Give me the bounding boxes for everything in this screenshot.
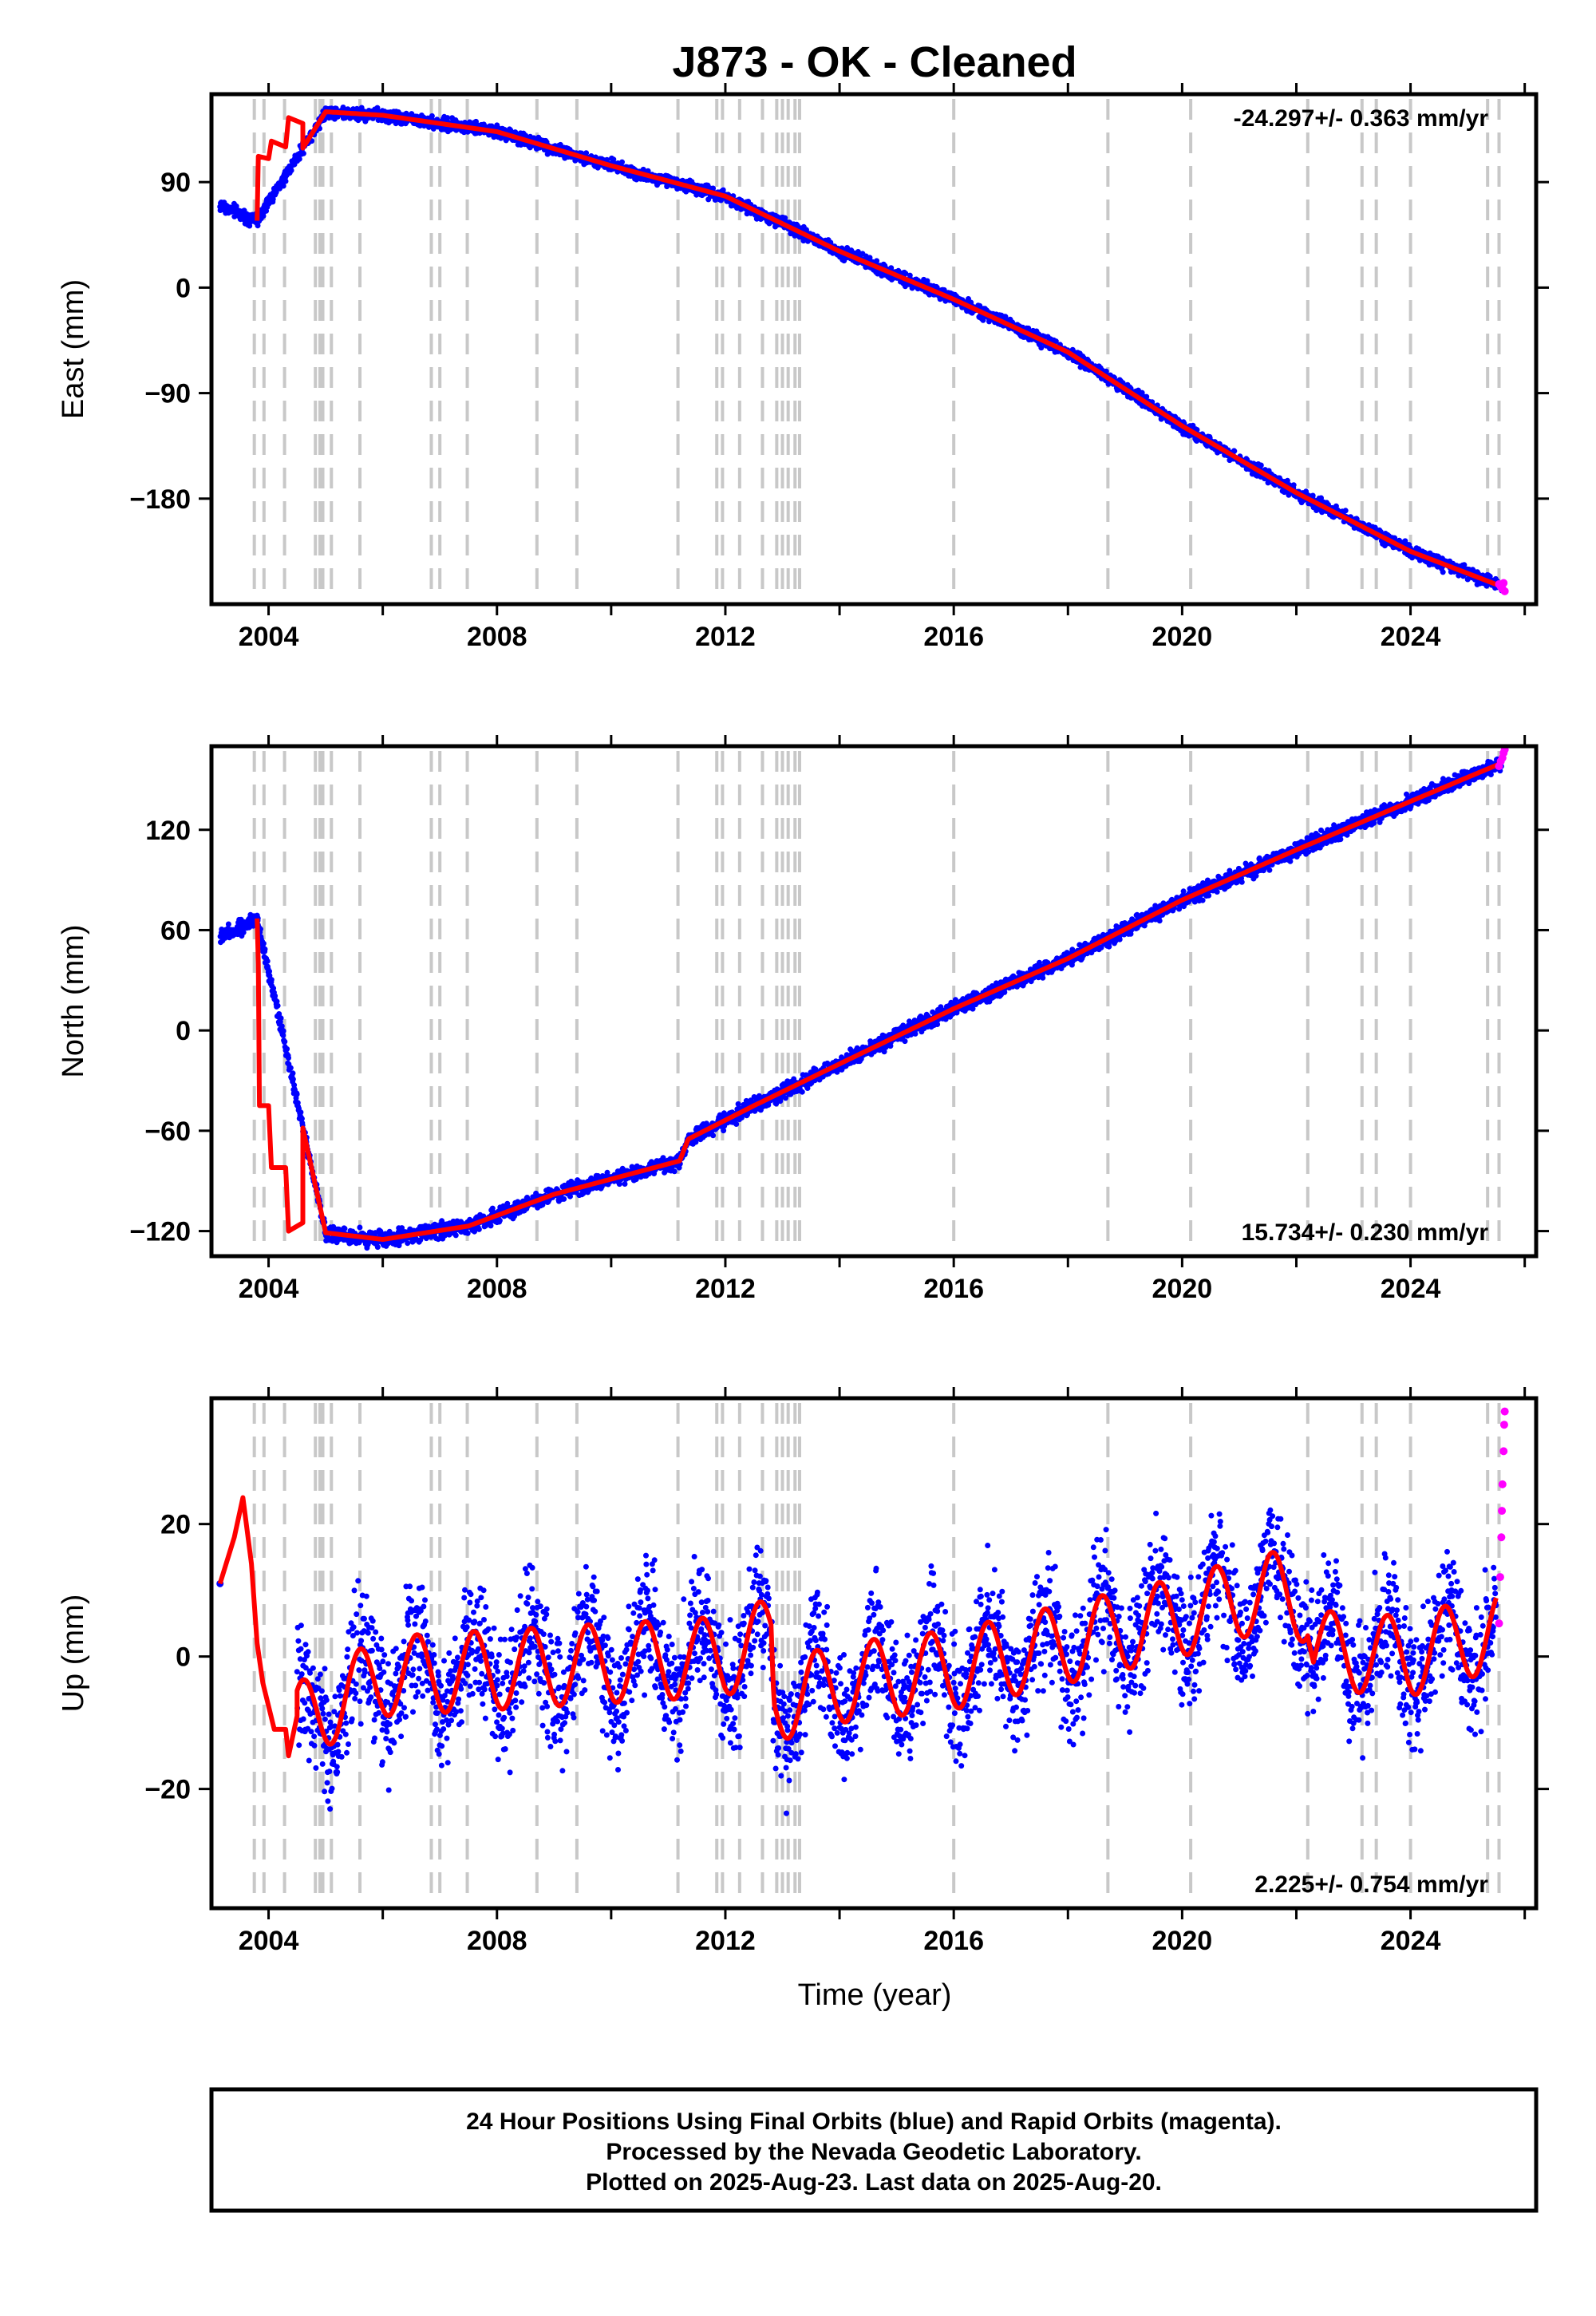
up-model-line	[217, 1495, 1499, 1759]
rapid-point	[1499, 579, 1508, 587]
east-panel: 2004 2008 2012 2016 2020 2024 −180 −90 0 90 East (…	[57, 83, 1549, 652]
up-y-axis-label: Up (mm)	[57, 1595, 90, 1713]
up-frame	[209, 1396, 1539, 1911]
east-final-points	[217, 105, 1505, 594]
north-model-line	[255, 761, 1503, 1242]
x-tick-label: 2012	[695, 1926, 756, 1956]
rapid-point	[1499, 1421, 1508, 1429]
y-tick-label: −120	[129, 1217, 191, 1247]
north-frame	[209, 744, 1539, 1259]
x-tick-label: 2024	[1381, 622, 1441, 652]
footer-box: 24 Hour Positions Using Final Orbits (bl…	[209, 2087, 1539, 2213]
x-tick-label: 2008	[467, 1274, 527, 1304]
figure-title: J873 - OK - Cleaned	[672, 38, 1077, 86]
x-tick-label: 2004	[239, 1926, 299, 1956]
y-tick-label: 0	[176, 1016, 191, 1046]
x-tick-label: 2012	[695, 622, 756, 652]
east-step-lines	[252, 99, 1501, 601]
north-panel: 2004 2008 2012 2016 2020 2024 −120 −60 0 60 120 Nor…	[57, 735, 1549, 1304]
x-tick-label: 2004	[239, 1274, 299, 1304]
rapid-point	[1500, 587, 1509, 595]
north-final-points	[217, 756, 1505, 1251]
up-step-lines	[252, 1403, 1501, 1905]
x-tick-label: 2024	[1381, 1274, 1441, 1304]
final-point-cloud	[217, 105, 1505, 594]
y-tick-label: −60	[144, 1117, 191, 1147]
x-tick-label: 2016	[923, 1926, 984, 1956]
y-tick-label: 0	[176, 1642, 191, 1673]
y-tick-label: 0	[176, 273, 191, 303]
y-tick-label: 20	[160, 1510, 191, 1540]
x-axis-label: Time (year)	[798, 1978, 952, 2012]
x-tick-label: 2008	[467, 622, 527, 652]
y-tick-label: −90	[144, 379, 191, 409]
y-tick-label: −20	[144, 1775, 191, 1805]
x-tick-label: 2020	[1152, 1274, 1213, 1304]
up-panel: 2004 2008 2012 2016 2020 2024 −20 0 20 Up (mm) 2.2…	[57, 1387, 1549, 1956]
east-model-line	[255, 109, 1503, 589]
y-tick-label: 120	[145, 816, 191, 846]
north-y-axis-label: North (mm)	[57, 924, 90, 1077]
north-step-lines	[252, 751, 1501, 1253]
east-rate-label: -24.297+/- 0.363 mm/yr	[1234, 105, 1489, 132]
x-tick-label: 2004	[239, 622, 299, 652]
final-point-cloud	[217, 756, 1505, 1251]
up-rapid-points	[1495, 1407, 1509, 1628]
rapid-point	[1495, 1573, 1504, 1582]
x-tick-label: 2016	[923, 622, 984, 652]
footer-line-orbits: 24 Hour Positions Using Final Orbits (bl…	[466, 2109, 1282, 2135]
footer-line-plotted: Plotted on 2025-Aug-23. Last data on 202…	[586, 2169, 1162, 2195]
x-tick-label: 2012	[695, 1274, 756, 1304]
x-tick-label: 2020	[1152, 622, 1213, 652]
rapid-point	[1499, 1447, 1508, 1456]
footer-line-processed: Processed by the Nevada Geodetic Laborat…	[606, 2139, 1141, 2165]
rapid-point	[1495, 1619, 1503, 1628]
y-tick-label: −180	[129, 484, 191, 515]
x-tick-label: 2016	[923, 1274, 984, 1304]
east-y-axis-label: East (mm)	[57, 279, 90, 419]
y-tick-label: 60	[160, 915, 191, 946]
x-tick-label: 2020	[1152, 1926, 1213, 1956]
y-tick-label: 90	[160, 168, 191, 198]
east-rapid-points	[1495, 579, 1509, 595]
rapid-point	[1498, 1507, 1507, 1516]
rapid-point	[1500, 1407, 1509, 1416]
x-tick-label: 2008	[467, 1926, 527, 1956]
east-frame	[209, 92, 1539, 607]
rapid-point	[1498, 1480, 1507, 1488]
north-rate-label: 15.734+/- 0.230 mm/yr	[1242, 1219, 1489, 1246]
rapid-point	[1497, 1533, 1506, 1542]
up-rate-label: 2.225+/- 0.754 mm/yr	[1254, 1871, 1488, 1898]
x-tick-label: 2024	[1381, 1926, 1441, 1956]
